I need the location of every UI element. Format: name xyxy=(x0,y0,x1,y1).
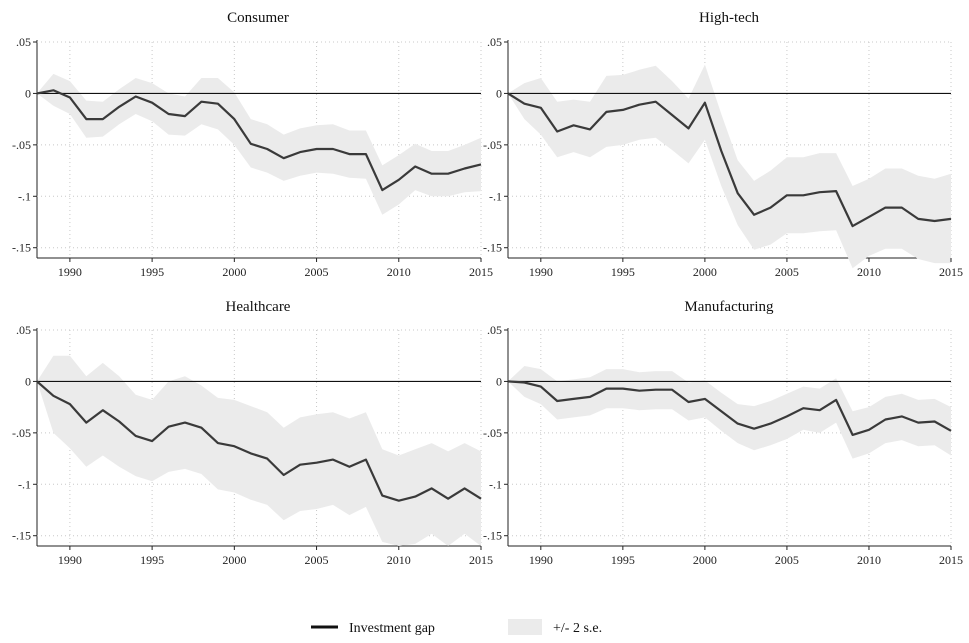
panel-title: Manufacturing xyxy=(684,299,774,315)
x-tick-label: 1995 xyxy=(140,265,164,279)
y-tick-label: 0 xyxy=(496,374,502,388)
x-tick-label: 2010 xyxy=(387,265,411,279)
chart-panel-3: Healthcare .05 0 -.05 -.1 -.15 1990 1995 2000 200… xyxy=(12,299,493,567)
investment-gap-line xyxy=(507,380,952,436)
x-tick-label: 1995 xyxy=(611,265,635,279)
legend-band-swatch xyxy=(508,619,542,635)
x-tick-label: 2015 xyxy=(469,265,493,279)
x-tick-label: 2005 xyxy=(775,265,799,279)
x-tick-label: 2015 xyxy=(939,265,963,279)
y-tick-label: -.05 xyxy=(483,426,502,440)
legend: Investment gap +/- 2 s.e. xyxy=(311,619,602,636)
y-tick-label: .05 xyxy=(487,323,502,337)
confidence-band xyxy=(508,366,951,459)
panel-title: High-tech xyxy=(699,10,759,26)
y-tick-label: 0 xyxy=(25,374,31,388)
x-tick-label: 1995 xyxy=(611,553,635,567)
investment-gap-line xyxy=(36,380,482,502)
x-tick-label: 2000 xyxy=(693,265,717,279)
confidence-band xyxy=(508,64,951,269)
x-tick-label: 1990 xyxy=(58,265,82,279)
y-tick-label: 0 xyxy=(496,86,502,100)
legend-line-label: Investment gap xyxy=(349,621,435,636)
confidence-band xyxy=(37,355,481,546)
x-tick-label: 2010 xyxy=(857,265,881,279)
x-tick-label: 2010 xyxy=(857,553,881,567)
x-tick-label: 2015 xyxy=(939,553,963,567)
y-tick-label: -.15 xyxy=(12,529,31,543)
y-tick-label: .05 xyxy=(487,35,502,49)
x-tick-label: 2005 xyxy=(305,265,329,279)
panel-title: Consumer xyxy=(227,10,289,26)
x-tick-label: 1995 xyxy=(140,553,164,567)
investment-gap-line xyxy=(507,92,952,228)
y-tick-label: -.1 xyxy=(489,477,502,491)
investment-gap-line xyxy=(36,89,482,192)
chart-panel-4: Manufacturing .05 0 -.05 -.1 -.15 1990 1995 2000… xyxy=(483,299,963,567)
y-tick-label: -.1 xyxy=(18,477,31,491)
y-tick-label: -.15 xyxy=(483,529,502,543)
y-tick-label: -.1 xyxy=(489,189,502,203)
x-tick-label: 2000 xyxy=(222,265,246,279)
panels-group: Consumer .05 0 -.05 -.1 -.15 1990 1995 2000 2005 2… xyxy=(12,10,963,567)
confidence-band xyxy=(37,73,481,215)
y-tick-label: -.05 xyxy=(483,138,502,152)
y-tick-label: -.05 xyxy=(12,138,31,152)
x-tick-label: 1990 xyxy=(529,265,553,279)
x-tick-label: 2005 xyxy=(775,553,799,567)
x-tick-label: 1990 xyxy=(529,553,553,567)
x-tick-label: 1990 xyxy=(58,553,82,567)
y-tick-label: .05 xyxy=(16,323,31,337)
y-tick-label: 0 xyxy=(25,86,31,100)
y-tick-label: -.1 xyxy=(18,189,31,203)
y-tick-label: -.15 xyxy=(483,241,502,255)
y-tick-label: -.05 xyxy=(12,426,31,440)
chart-panel-1: Consumer .05 0 -.05 -.1 -.15 1990 1995 2000 2005 2… xyxy=(12,10,493,279)
x-tick-label: 2000 xyxy=(693,553,717,567)
legend-band-label: +/- 2 s.e. xyxy=(553,621,602,636)
y-tick-label: .05 xyxy=(16,35,31,49)
chart-panel-2: High-tech .05 0 -.05 -.1 -.15 1990 1995 2000 2005… xyxy=(483,10,963,279)
x-tick-label: 2005 xyxy=(305,553,329,567)
x-tick-label: 2000 xyxy=(222,553,246,567)
y-tick-label: -.15 xyxy=(12,241,31,255)
x-tick-label: 2010 xyxy=(387,553,411,567)
panel-title: Healthcare xyxy=(226,299,291,315)
x-tick-label: 2015 xyxy=(469,553,493,567)
